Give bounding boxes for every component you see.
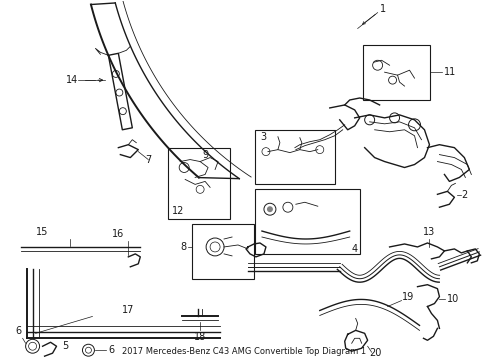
Text: 5: 5 [62,341,69,351]
Text: 13: 13 [423,227,435,237]
Text: 2017 Mercedes-Benz C43 AMG Convertible Top Diagram 1: 2017 Mercedes-Benz C43 AMG Convertible T… [122,347,366,356]
Bar [362,45,429,100]
Text: 2: 2 [461,190,467,200]
Bar [254,189,359,254]
Bar [192,224,253,279]
Text: 9: 9 [202,150,208,159]
Text: 12: 12 [172,206,184,216]
Circle shape [266,206,272,212]
Text: 6: 6 [16,326,21,336]
Text: 8: 8 [180,242,186,252]
Bar [254,130,334,184]
Text: 19: 19 [401,292,413,302]
Text: 3: 3 [259,132,265,142]
Text: 4: 4 [351,244,357,254]
Text: 1: 1 [379,4,385,14]
Text: 11: 11 [444,67,456,77]
Text: 15: 15 [36,227,49,237]
Text: 6: 6 [108,345,114,355]
Text: 16: 16 [112,229,124,239]
Text: 10: 10 [447,293,459,303]
Text: 7: 7 [145,154,151,165]
Text: 18: 18 [194,332,206,342]
Text: 17: 17 [122,306,134,315]
Text: 20: 20 [369,348,381,358]
Bar [168,148,229,219]
Text: 14: 14 [66,75,78,85]
